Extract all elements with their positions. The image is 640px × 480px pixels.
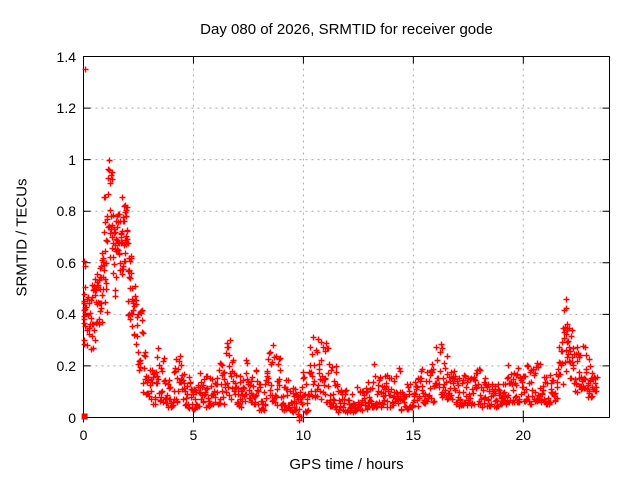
- y-tick-label: 1.4: [56, 48, 76, 65]
- x-tick-label: 5: [189, 427, 198, 443]
- y-tick-label: 0.6: [56, 254, 76, 271]
- scatter-points: [81, 66, 601, 424]
- x-tick-label: 15: [405, 427, 422, 443]
- y-tick-label: 0.4: [56, 306, 76, 323]
- origin-square-marker: [81, 413, 88, 420]
- x-tick-label: 10: [295, 427, 312, 443]
- y-tick-label: 1: [68, 151, 76, 168]
- y-tick-label: 1.2: [56, 100, 76, 117]
- chart-title: Day 080 of 2026, SRMTID for receiver god…: [200, 21, 493, 38]
- tick-marks: [83, 56, 610, 423]
- plot-border: [83, 56, 610, 418]
- y-tick-label: 0: [68, 409, 76, 426]
- y-tick-label: 0.8: [56, 203, 76, 220]
- y-tick-label: 0.2: [56, 357, 76, 374]
- x-tick-label: 20: [515, 427, 532, 443]
- x-axis-label: GPS time / hours: [289, 456, 404, 473]
- x-tick-label: 0: [79, 427, 88, 443]
